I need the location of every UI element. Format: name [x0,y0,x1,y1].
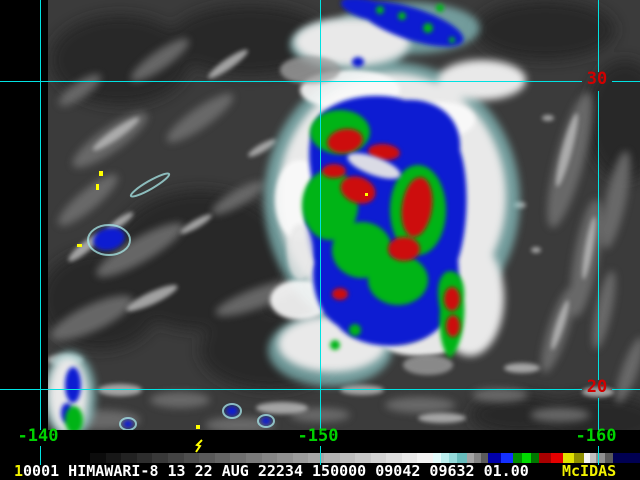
colorbar-segment [574,453,585,463]
lon-label-160: -160 [575,426,617,446]
frame-number: 1 [14,462,24,480]
colorbar-segment [152,453,168,463]
colorbar-segment [605,453,614,463]
mcidas-logo: McIDAS [562,462,617,480]
cyan-fringe-outlines [87,172,275,430]
colorbar-segment [323,453,340,463]
lon-label-140: -140 [17,426,59,446]
gridline-lon-140-a [40,0,41,430]
status-text: 0001 HIMAWARI-8 13 22 AUG 22234 150000 0… [23,462,529,480]
colorbar-segment [277,453,293,463]
colorbar-segment [292,453,309,463]
colorbar-segment [539,453,552,463]
colorbar-segment [90,453,106,463]
colorbar-segment [551,453,564,463]
inner-white-streaks [287,153,401,280]
lat-label-20: 20 [586,377,608,397]
gridline-lon-160-d [598,446,599,465]
colorbar-segment [308,453,324,463]
colorbar-segment [183,453,200,463]
colorbar-segment [355,453,371,463]
colorbar-segment [245,453,262,463]
colorbar-segment [370,453,387,463]
colorbar-segment [563,453,575,463]
lat-label-30: 30 [586,69,608,89]
colorbar-segment [449,453,458,463]
yellow-enhancement-specks [77,171,368,429]
colorbar-segment [613,453,640,463]
colorbar-segment [214,453,231,463]
lon-label-150: -150 [297,426,339,446]
colorbar-segment [401,453,418,463]
colorbar-segment [590,453,597,463]
gridline-lon-150-a [320,0,321,430]
colorbar-segment [199,453,215,463]
colorbar-segment [531,453,540,463]
gridline-lon-160-b [598,91,599,380]
colorbar-segment [339,453,356,463]
colorbar-segment [488,453,502,463]
colorbar-segment [230,453,246,463]
bright-cloud-streaks [48,49,614,423]
colorbar-segment [261,453,278,463]
colorbar-segment [513,453,523,463]
colorbar-segment [433,453,442,463]
colorbar [90,453,640,463]
enhanced-red-cores [322,128,460,337]
colorbar-segment [136,453,153,463]
gridline-lat-30-b [612,81,640,82]
gridline-lon-140-b [40,446,41,465]
colorbar-segment [474,453,482,463]
gridline-lat-20-a [0,389,582,390]
colorbar-segment [441,453,450,463]
colorbar-segment [417,453,434,463]
colorbar-segment [584,453,591,463]
colorbar-segment [105,453,122,463]
colorbar-segment [522,453,532,463]
colorbar-segment [386,453,402,463]
gridline-lon-160-a [598,0,599,72]
colorbar-segment [596,453,606,463]
colorbar-segment [467,453,475,463]
gridline-lat-20-b [612,389,640,390]
status-bar: 10001 HIMAWARI-8 13 22 AUG 22234 150000 … [14,464,529,479]
colorbar-segment [501,453,514,463]
colorbar-segment [481,453,489,463]
colorbar-segment [167,453,184,463]
gridline-lat-30-a [0,81,582,82]
colorbar-segment [121,453,137,463]
gridline-lon-150-b [320,446,321,465]
gridline-lon-160-c [598,398,599,430]
colorbar-segment [457,453,468,463]
